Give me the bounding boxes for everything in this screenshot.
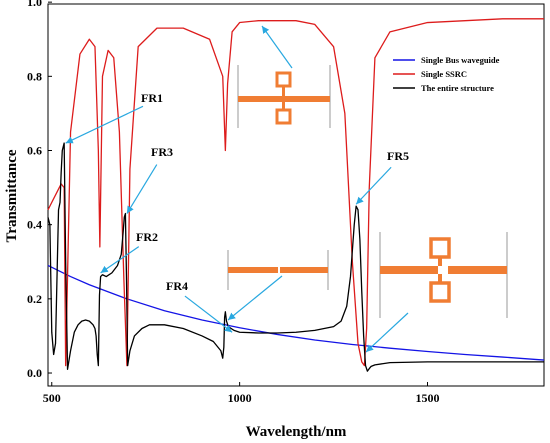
annotation-arrow [126, 164, 158, 214]
annotation-arrow [355, 166, 392, 205]
annotation-label-fr4: FR4 [166, 279, 188, 293]
y-tick-label: 0.0 [27, 366, 42, 380]
annotation-arrow [184, 295, 233, 333]
legend-label: The entire structure [421, 83, 494, 93]
y-tick-label: 0.6 [27, 143, 42, 157]
annotation-arrow [100, 246, 140, 274]
ssrc-structure-diagram [237, 65, 331, 128]
legend: Single Bus waveguide Single SSRC The entir… [393, 55, 500, 93]
plot-frame [47, 3, 545, 387]
y-tick-label: 0.8 [27, 69, 42, 83]
x-tick-label: 500 [43, 391, 61, 405]
entire-structure-diagram [379, 232, 508, 318]
y-tick-label: 1.0 [27, 0, 42, 9]
annotation-label-fr5: FR5 [387, 149, 409, 163]
x-axis-title: Wavelength/nm [246, 424, 347, 440]
annotation-arrow [65, 105, 144, 144]
y-axis-title: Transmittance [4, 149, 20, 242]
ticks-layer: 500 1000 1500 0.0 0.2 0.4 0.6 0.8 1.0 [27, 0, 440, 405]
structure-diagrams [227, 65, 508, 318]
series-line-1 [47, 264, 545, 361]
y-tick-label: 0.2 [27, 292, 42, 306]
legend-label: Single Bus waveguide [421, 55, 500, 65]
diagram-pointer-arrow [227, 275, 283, 321]
y-tick-label: 0.4 [27, 218, 42, 232]
series-line-2 [47, 18, 544, 367]
annotation-label-fr1: FR1 [141, 91, 163, 105]
diagram-pointer-arrow [365, 312, 409, 353]
x-tick-label: 1000 [228, 391, 252, 405]
legend-label: Single SSRC [421, 69, 467, 79]
annotation-label-fr2: FR2 [136, 230, 158, 244]
annotation-layer: FR1 FR2 FR3 FR4 FR5 [65, 25, 409, 353]
bus-waveguide-diagram [227, 250, 329, 290]
diagram-pointer-arrow [261, 25, 293, 69]
annotation-label-fr3: FR3 [151, 145, 173, 159]
series-layer [47, 18, 545, 372]
series-line-3 [47, 142, 544, 372]
x-tick-label: 1500 [416, 391, 440, 405]
